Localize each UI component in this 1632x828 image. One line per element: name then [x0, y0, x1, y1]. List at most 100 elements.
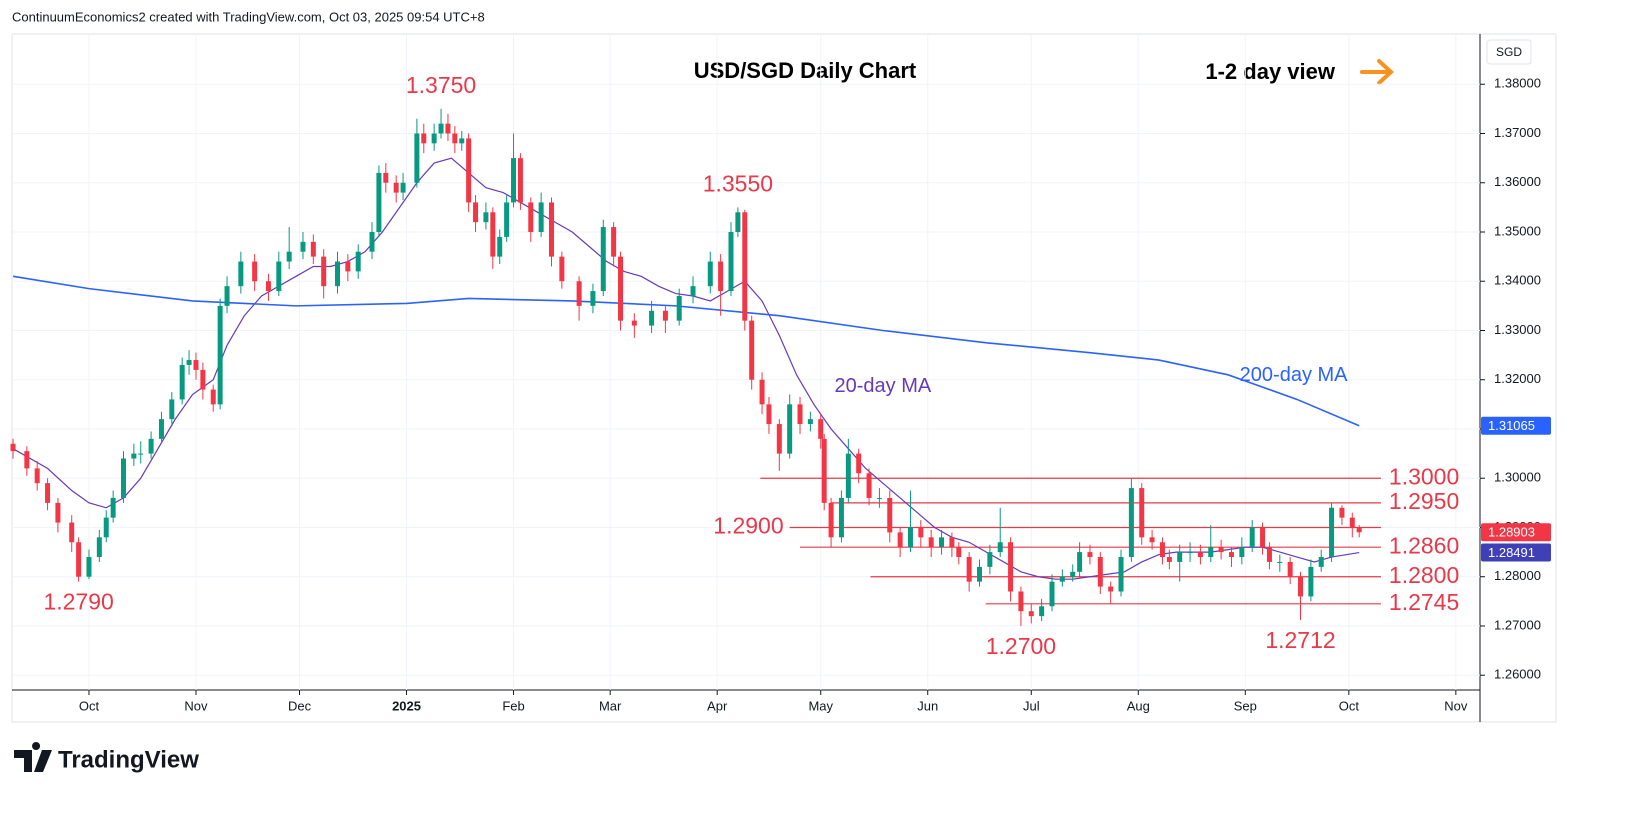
- candle-body: [1087, 552, 1093, 558]
- candle-body: [193, 360, 199, 370]
- candle-body: [966, 557, 972, 582]
- price-annotation: 1.2790: [43, 589, 113, 615]
- price-tag: [1481, 523, 1551, 542]
- candle-body: [1149, 537, 1155, 543]
- moving-average-line: [12, 275, 1360, 427]
- candle-body: [600, 227, 606, 292]
- candle-body: [1287, 561, 1293, 577]
- candle-body: [949, 537, 955, 548]
- candle-body: [818, 419, 824, 439]
- candle-body: [977, 566, 983, 582]
- candle-body: [907, 527, 913, 548]
- candle-body: [252, 261, 258, 282]
- candle-body: [707, 261, 713, 287]
- candle-body: [1266, 547, 1272, 562]
- candle-body: [1187, 552, 1193, 554]
- candle-body: [856, 453, 862, 474]
- candle-body: [1108, 586, 1114, 592]
- x-tick-label: May: [808, 698, 833, 713]
- candle-body: [1356, 527, 1362, 533]
- candle-body: [393, 182, 399, 193]
- currency: SGD: [1496, 45, 1522, 59]
- candle-body: [466, 138, 472, 203]
- candle-body: [224, 286, 230, 306]
- x-tick-label: Mar: [599, 698, 622, 713]
- candle-body: [10, 443, 16, 452]
- candle-body: [300, 241, 306, 252]
- candle-body: [431, 133, 437, 144]
- candle-body: [676, 296, 682, 321]
- candle-body: [55, 502, 61, 523]
- candle-body: [797, 404, 803, 425]
- view-arrow: [1360, 59, 1394, 85]
- candle-body: [504, 202, 510, 237]
- candle-body: [838, 497, 844, 538]
- y-tick-label: 1.27000: [1494, 617, 1541, 632]
- candle-body: [1277, 561, 1283, 563]
- candle-body: [590, 291, 596, 306]
- y-tick-label: 1.28000: [1494, 568, 1541, 583]
- y-tick-label: 1.26000: [1494, 667, 1541, 682]
- candle-body: [1308, 566, 1314, 597]
- candle-body: [355, 251, 361, 272]
- y-tick-label: 1.36000: [1494, 174, 1541, 189]
- view-label: 1-2 day view: [1205, 59, 1336, 84]
- candle-body: [345, 261, 351, 272]
- candle-body: [376, 172, 382, 232]
- x-tick-label: Apr: [707, 698, 728, 713]
- candle-body: [759, 379, 765, 405]
- price-tag: [1481, 416, 1551, 435]
- candle-body: [1039, 606, 1045, 617]
- y-tick-label: 1.33000: [1494, 322, 1541, 337]
- candle-body: [876, 497, 882, 499]
- y-tick-label: 1.32000: [1494, 371, 1541, 386]
- level-label: 1.2950: [1389, 488, 1459, 514]
- candle-body: [1177, 552, 1183, 562]
- candle-body: [483, 212, 489, 223]
- candle-body: [310, 241, 316, 257]
- candle-body: [445, 123, 451, 134]
- y-tick-label: 1.35000: [1494, 223, 1541, 238]
- candle-body: [76, 542, 82, 577]
- candle-body: [473, 202, 479, 223]
- candle-body: [383, 172, 389, 183]
- candle-body: [1166, 557, 1172, 562]
- y-tick-label: 1.30000: [1494, 470, 1541, 485]
- candle-body: [69, 522, 75, 543]
- level-label: 1.2745: [1389, 589, 1459, 615]
- candle-body: [997, 542, 1003, 553]
- candle-body: [421, 133, 427, 144]
- candle-body: [34, 468, 40, 484]
- candle-body: [821, 438, 827, 503]
- candle-body: [459, 138, 465, 144]
- level-label: 1.2800: [1389, 562, 1459, 588]
- candle-body: [1139, 488, 1145, 538]
- candle-body: [179, 364, 185, 400]
- candle-body: [1197, 552, 1203, 558]
- price-annotation: 1.2712: [1265, 627, 1335, 653]
- x-tick-label: Oct: [79, 698, 100, 713]
- candle-body: [1228, 552, 1234, 558]
- candle-body: [1008, 542, 1014, 592]
- candle-body: [238, 261, 244, 287]
- candle-body: [148, 438, 154, 454]
- attribution: ContinuumEconomics2 created with Trading…: [12, 9, 485, 24]
- currency-box: [1486, 39, 1532, 65]
- x-tick-label: 2025: [392, 698, 421, 713]
- candle-body: [742, 212, 748, 321]
- candle-body: [400, 182, 406, 193]
- y-tick-label: 1.34000: [1494, 273, 1541, 288]
- candle-body: [1028, 611, 1034, 617]
- candle-body: [321, 256, 327, 287]
- x-tick-label: Nov: [184, 698, 208, 713]
- x-tick-label: Jun: [917, 698, 938, 713]
- chart-frame: [11, 33, 1557, 723]
- candle-body: [939, 537, 945, 548]
- candle-body: [138, 453, 144, 455]
- candle-body: [718, 261, 724, 292]
- candle-body: [866, 473, 872, 498]
- candle-body: [96, 537, 102, 558]
- candle-body: [103, 517, 109, 538]
- candle-body: [414, 133, 420, 183]
